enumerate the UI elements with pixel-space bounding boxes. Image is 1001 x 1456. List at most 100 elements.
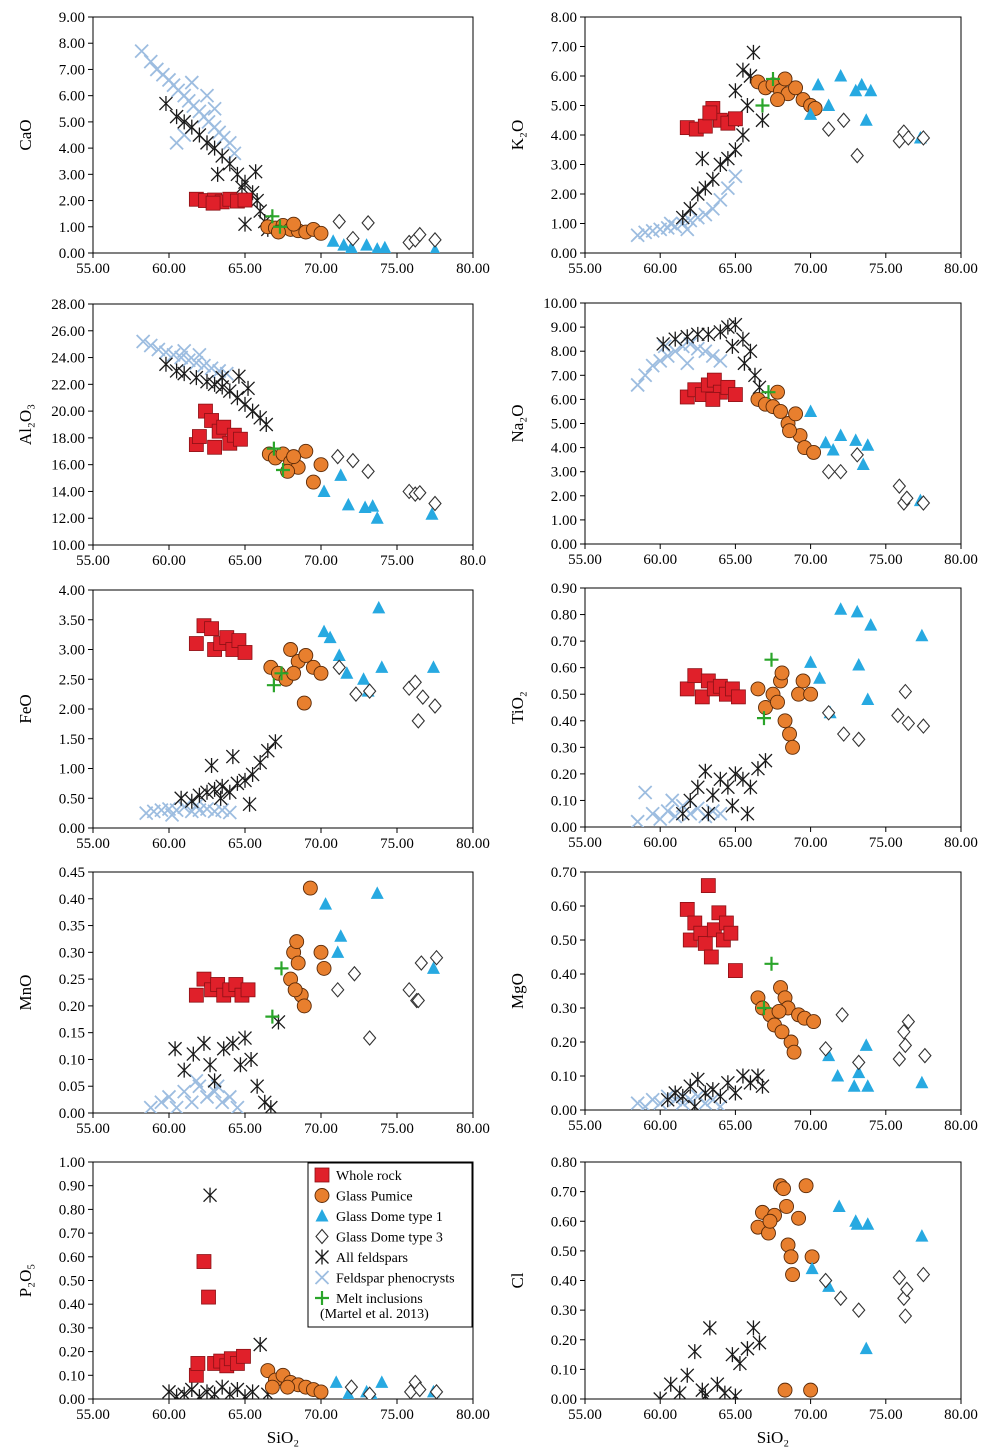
point-melt-inclusions — [265, 1009, 280, 1024]
legend-label: Glass Dome type 1 — [336, 1210, 443, 1225]
legend-marker-all-feldspars — [315, 1249, 329, 1265]
x-tick-label: 75.00 — [869, 1407, 903, 1423]
point-feldspar-pheno — [154, 1095, 169, 1110]
point-glass-dome-1 — [366, 499, 380, 512]
point-whole-rock — [702, 105, 718, 121]
point-glass-dome-3 — [850, 147, 864, 164]
x-tick-label: 75.00 — [869, 552, 903, 568]
y-tick-label: 7.00 — [551, 40, 577, 56]
point-feldspar-pheno — [665, 793, 680, 808]
point-all-feldspars — [713, 324, 728, 340]
data-points — [630, 602, 931, 827]
x-tick-label: 70.00 — [794, 1407, 828, 1423]
point-all-feldspars — [740, 806, 755, 822]
point-all-feldspars — [204, 758, 219, 774]
point-feldspar-pheno — [222, 805, 237, 820]
y-tick-label: 0.80 — [551, 608, 577, 624]
point-glass-dome-1 — [429, 243, 441, 253]
legend-label-citation: (Martel et al. 2013) — [320, 1307, 429, 1322]
point-glass-dome-1 — [849, 433, 863, 446]
x-tick-label: 55.00 — [568, 1407, 602, 1423]
point-whole-rock — [190, 1356, 206, 1371]
point-glass-dome-3 — [428, 495, 442, 512]
point-all-feldspars — [177, 366, 192, 382]
y-axis-label: Al₂O₃ — [16, 404, 35, 445]
x-tick-label: 55.00 — [76, 836, 110, 852]
y-tick-label: 2.00 — [59, 194, 85, 210]
point-glass-pumice — [286, 665, 302, 681]
point-glass-dome-3 — [414, 955, 429, 971]
point-feldspar-pheno — [645, 358, 660, 373]
x-tick-label: 80.00 — [456, 1407, 490, 1423]
point-glass-dome-1 — [375, 1375, 389, 1388]
y-tick-label: 0.00 — [551, 1103, 577, 1119]
point-all-feldspars — [746, 1320, 761, 1336]
point-glass-dome-1 — [847, 1079, 861, 1092]
point-all-feldspars — [203, 1057, 217, 1073]
point-glass-pumice — [786, 1044, 802, 1060]
point-whole-rock — [697, 936, 713, 951]
point-whole-rock — [191, 429, 207, 444]
data-points — [143, 880, 444, 1113]
x-tick-label: 70.00 — [304, 261, 338, 277]
x-tick-label: 75.00 — [380, 1121, 414, 1137]
point-glass-pumice — [782, 726, 797, 742]
y-tick-label: 0.50 — [551, 933, 577, 949]
point-glass-dome-1 — [805, 1261, 819, 1275]
point-all-feldspars — [735, 331, 750, 347]
x-tick-label: 60.00 — [152, 553, 186, 569]
point-all-feldspars — [250, 1078, 265, 1094]
point-whole-rock — [723, 925, 739, 941]
y-tick-label: 0.50 — [551, 1244, 577, 1260]
point-glass-dome-1 — [360, 238, 374, 251]
point-glass-dome-3 — [413, 484, 427, 501]
point-all-feldspars — [701, 806, 716, 822]
point-glass-pumice — [280, 1379, 296, 1395]
point-all-feldspars — [253, 755, 268, 771]
point-all-feldspars — [690, 186, 705, 202]
point-all-feldspars — [189, 370, 204, 386]
y-tick-label: 0.80 — [59, 1202, 85, 1218]
point-feldspar-pheno — [713, 1099, 728, 1110]
y-tick-label: 18.00 — [51, 431, 85, 447]
y-tick-label: 0.60 — [551, 661, 577, 677]
x-tick-label: 75.00 — [869, 1118, 903, 1134]
point-glass-pumice — [785, 1267, 801, 1283]
y-tick-label: 0.60 — [551, 1214, 577, 1230]
x-tick-label: 65.00 — [228, 553, 262, 569]
point-glass-dome-3 — [891, 707, 905, 724]
point-whole-rock — [233, 431, 248, 447]
point-all-feldspars — [720, 779, 735, 795]
point-all-feldspars — [238, 216, 252, 232]
point-feldspar-pheno — [151, 342, 166, 357]
x-tick-label: 55.00 — [568, 1118, 602, 1134]
point-all-feldspars — [680, 1367, 695, 1383]
point-all-feldspars — [215, 370, 230, 386]
x-tick-label: 60.00 — [643, 552, 677, 568]
y-tick-label: 20.00 — [51, 404, 85, 420]
point-feldspar-pheno — [630, 377, 645, 393]
point-all-feldspars — [690, 779, 705, 795]
point-glass-dome-3 — [428, 232, 442, 248]
x-axis-label: SiO₂ — [267, 1428, 299, 1447]
y-tick-label: 0.00 — [551, 1392, 577, 1408]
x-tick-label: 75.00 — [380, 261, 414, 277]
point-all-feldspars — [231, 368, 246, 384]
x-tick-label: 65.00 — [719, 1118, 753, 1134]
panel-al2o3: 10.00 12.00 14.00 16.00 18.00 20.00 22.00 24.00… — [16, 297, 486, 569]
legend-label: All feldspars — [336, 1251, 408, 1266]
point-feldspar-pheno — [184, 1095, 199, 1110]
point-all-feldspars — [169, 1389, 184, 1399]
point-all-feldspars — [225, 749, 240, 765]
point-all-feldspars — [743, 343, 758, 359]
legend-label: Feldspar phenocrysts — [336, 1272, 455, 1287]
point-all-feldspars — [725, 1347, 740, 1363]
y-tick-label: 1.50 — [59, 732, 85, 748]
point-glass-dome-3 — [835, 1006, 849, 1023]
y-tick-label: 0.15 — [59, 1026, 85, 1042]
point-glass-dome-3 — [821, 121, 836, 137]
point-glass-dome-1 — [861, 438, 875, 451]
point-glass-dome-1 — [831, 1069, 845, 1082]
point-glass-dome-1 — [834, 428, 848, 442]
point-all-feldspars — [690, 326, 705, 342]
